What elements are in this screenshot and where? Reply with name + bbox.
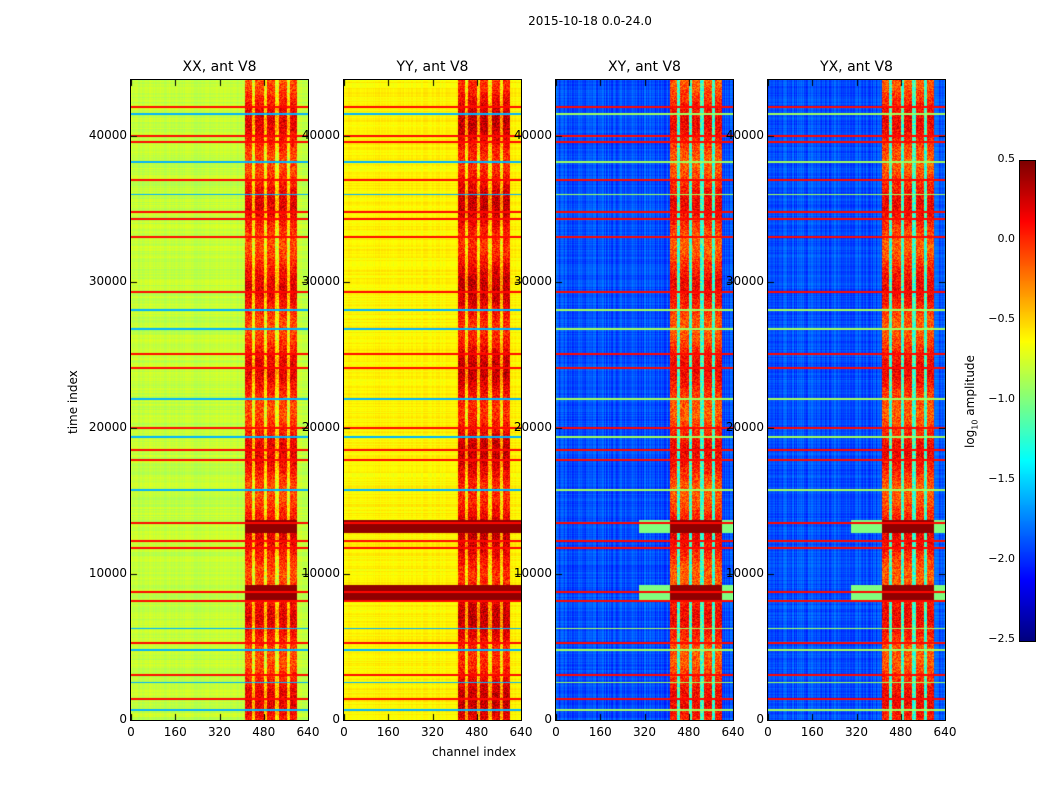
colorbar-label-sub: 10: [970, 419, 980, 430]
heatmap-panel: [343, 79, 522, 721]
x-tick-label: 480: [889, 725, 913, 739]
y-tick-label: 40000: [725, 127, 764, 142]
x-tick-label: 320: [208, 725, 231, 739]
y-tick-label: 30000: [513, 273, 552, 288]
y-tick-label: 0: [332, 712, 340, 726]
x-tick-label: 480: [465, 725, 489, 739]
y-tick-label: 20000: [301, 419, 340, 434]
y-tick-label: 30000: [725, 273, 764, 288]
panel-title: YX, ant V8: [820, 59, 893, 75]
y-tick-label: 20000: [725, 419, 764, 434]
heatmap-panel: [130, 79, 309, 721]
colorbar-label-suffix: amplitude: [963, 355, 977, 420]
colorbar-tick-label: −0.5: [988, 312, 1015, 325]
x-tick-label: 320: [633, 725, 656, 739]
x-axis-label: channel index: [432, 745, 517, 759]
panel-title: XY, ant V8: [608, 59, 681, 75]
colorbar-tick-label: −1.5: [988, 472, 1015, 485]
x-tick-label: 640: [509, 725, 533, 739]
x-tick-label: 480: [677, 725, 701, 739]
y-tick-label: 20000: [88, 419, 127, 434]
colorbar-tick-label: −1.0: [988, 392, 1015, 405]
y-tick-label: 0: [756, 712, 764, 726]
figure-title: 2015-10-18 0.0-24.0: [528, 14, 652, 28]
x-tick-label: 160: [800, 725, 824, 739]
x-tick-label: 640: [296, 725, 320, 739]
colorbar-tick-label: −2.5: [988, 632, 1015, 645]
x-tick-label: 0: [340, 725, 348, 739]
x-tick-label: 160: [588, 725, 612, 739]
colorbar-tick-label: 0.0: [997, 232, 1016, 245]
x-tick-label: 160: [376, 725, 400, 739]
y-tick-label: 40000: [88, 127, 127, 142]
y-axis-label: time index: [66, 370, 80, 434]
x-tick-label: 320: [845, 725, 868, 739]
y-tick-label: 30000: [88, 273, 127, 288]
x-tick-label: 160: [163, 725, 187, 739]
x-tick-label: 0: [552, 725, 560, 739]
y-tick-label: 10000: [301, 565, 340, 580]
x-tick-label: 640: [933, 725, 957, 739]
y-tick-label: 10000: [88, 565, 127, 580]
colorbar-tick-label: 0.5: [997, 152, 1016, 165]
y-tick-label: 30000: [301, 273, 340, 288]
heatmap-panel: [767, 79, 946, 721]
panel-title: XX, ant V8: [182, 59, 257, 75]
colorbar-label: log10 amplitude: [963, 355, 979, 448]
heatmap-panel: [555, 79, 734, 721]
colorbar-tick-label: −2.0: [988, 552, 1015, 565]
y-tick-label: 40000: [513, 127, 552, 142]
colorbar: [1019, 160, 1036, 642]
y-tick-label: 40000: [301, 127, 340, 142]
x-tick-label: 0: [764, 725, 772, 739]
y-tick-label: 20000: [513, 419, 552, 434]
x-tick-label: 0: [127, 725, 135, 739]
x-tick-label: 480: [252, 725, 276, 739]
y-tick-label: 10000: [513, 565, 552, 580]
x-tick-label: 320: [421, 725, 444, 739]
y-tick-label: 0: [544, 712, 552, 726]
colorbar-label-log: log: [963, 429, 977, 448]
y-tick-label: 10000: [725, 565, 764, 580]
x-tick-label: 640: [721, 725, 745, 739]
panel-title: YY, ant V8: [396, 59, 469, 75]
y-tick-label: 0: [119, 712, 127, 726]
